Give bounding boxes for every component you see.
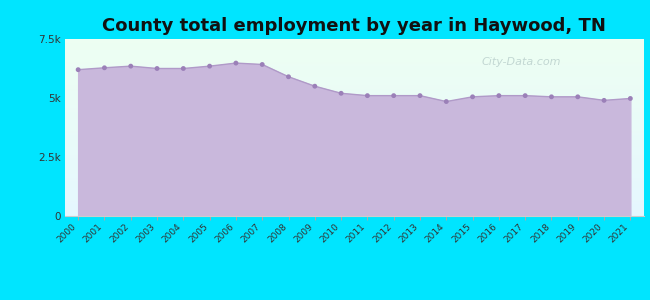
Point xyxy=(467,94,478,99)
Point xyxy=(336,91,346,96)
Point xyxy=(441,99,452,104)
Text: City-Data.com: City-Data.com xyxy=(482,57,561,67)
Point xyxy=(415,93,425,98)
Point xyxy=(309,84,320,88)
Point xyxy=(362,93,372,98)
Point xyxy=(520,93,530,98)
Title: County total employment by year in Haywood, TN: County total employment by year in Haywo… xyxy=(102,17,606,35)
Point xyxy=(99,65,110,70)
Point xyxy=(573,94,583,99)
Point xyxy=(389,93,399,98)
Point xyxy=(152,66,162,71)
Point xyxy=(599,98,609,103)
Point xyxy=(73,67,83,72)
Point xyxy=(204,64,214,68)
Point xyxy=(494,93,504,98)
Point xyxy=(257,62,267,67)
Point xyxy=(178,66,188,71)
Point xyxy=(283,74,294,79)
Point xyxy=(546,94,556,99)
Point xyxy=(625,96,636,101)
Point xyxy=(125,64,136,68)
Point xyxy=(231,61,241,65)
